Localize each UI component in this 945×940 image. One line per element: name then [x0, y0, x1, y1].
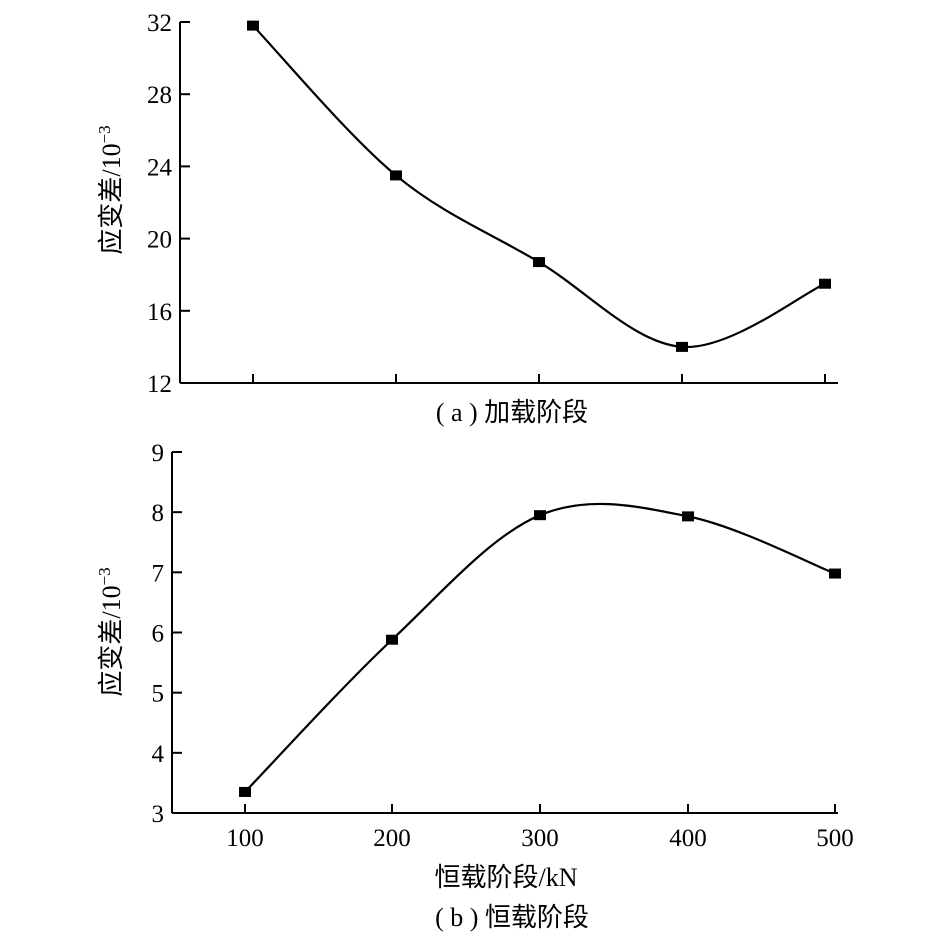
chart-a-y-tick-label: 12 — [147, 371, 172, 398]
chart-b-series — [244, 502, 836, 793]
chart-b-x-tick-label: 100 — [226, 825, 264, 852]
chart-b-data-point — [682, 511, 694, 522]
chart-b-markers — [239, 510, 841, 797]
chart-a-data-point — [676, 341, 688, 352]
chart-a-data-point — [390, 170, 402, 181]
chart-b-x-ticks: 100 200 300 400 500 — [226, 804, 854, 852]
chart-a-axes — [179, 22, 838, 384]
chart-b-caption: ( b ) 恒载阶段 — [435, 903, 589, 932]
chart-a-y-tick-label: 16 — [147, 299, 172, 326]
chart-a-series — [252, 24, 826, 349]
chart-b-x-tick-label: 300 — [521, 825, 559, 852]
chart-b-y-tick-label: 9 — [152, 440, 165, 467]
chart-b-y-ticks: 3 4 5 6 7 8 9 — [152, 440, 182, 828]
chart-b-y-tick-label: 5 — [152, 681, 165, 708]
chart-b-series-line — [244, 502, 836, 793]
chart-b-y-axis-title: 应变差/10−3 — [95, 567, 126, 696]
chart-a-y-ticks: 12 16 20 24 28 32 — [147, 10, 190, 398]
chart-b-y-tick-label: 7 — [152, 560, 165, 587]
chart-b-data-point — [386, 634, 398, 645]
chart-b-y-axis-title-base: 应变差/10 — [97, 585, 126, 696]
chart-a-x-ticks — [252, 374, 826, 383]
chart-a-y-tick-label: 28 — [147, 82, 172, 109]
chart-b-data-point — [239, 786, 251, 797]
chart-a-caption: ( a ) 加载阶段 — [436, 398, 588, 427]
chart-b-y-axis-title-exponent: −3 — [95, 567, 114, 585]
chart-b-axes — [171, 452, 838, 814]
chart-b-x-tick-label: 200 — [373, 825, 411, 852]
chart-a-y-axis-title-exponent: −3 — [95, 125, 114, 143]
chart-b-x-tick-label: 400 — [669, 825, 707, 852]
chart-a-series-line — [252, 24, 826, 349]
chart-b-y-tick-label: 3 — [152, 801, 165, 828]
chart-a-data-point — [533, 257, 545, 268]
chart-b-x-tick-label: 500 — [816, 825, 854, 852]
chart-a-y-tick-label: 20 — [147, 227, 172, 254]
chart-a-y-axis-title: 应变差/10−3 — [95, 125, 126, 254]
chart-a-data-point — [819, 278, 831, 289]
chart-b-y-tick-label: 4 — [152, 741, 165, 768]
chart-b-y-tick-label: 6 — [152, 621, 165, 648]
chart-b-constant-load-stage: 3 4 5 6 7 8 9 100 200 300 400 500 应变差/10−3 恒载阶段/kN… — [95, 440, 854, 932]
chart-a-data-point — [247, 20, 259, 31]
chart-b-y-tick-label: 8 — [152, 500, 165, 527]
chart-b-data-point — [534, 510, 546, 521]
chart-a-loading-stage: 12 16 20 24 28 32 应变差/10−3 ( a ) 加载阶段 — [95, 10, 838, 427]
chart-b-data-point — [829, 568, 841, 579]
chart-a-y-tick-label: 32 — [147, 10, 172, 37]
chart-a-y-axis-title-base: 应变差/10 — [97, 143, 126, 254]
chart-b-x-axis-title: 恒载阶段/kN — [434, 863, 577, 892]
chart-a-y-tick-label: 24 — [147, 154, 173, 181]
chart-a-markers — [247, 20, 831, 352]
